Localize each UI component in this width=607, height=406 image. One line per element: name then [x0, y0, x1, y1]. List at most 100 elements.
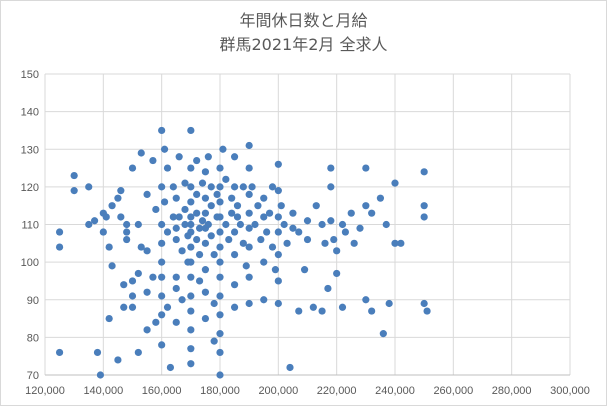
- data-point: [420, 168, 428, 176]
- data-point: [207, 202, 215, 210]
- data-point: [216, 292, 224, 300]
- data-point: [268, 243, 277, 251]
- data-point: [193, 209, 201, 217]
- data-point: [330, 235, 338, 244]
- data-point: [300, 266, 309, 274]
- data-point: [158, 273, 166, 281]
- data-point: [222, 175, 230, 183]
- data-point: [178, 247, 186, 255]
- data-point: [333, 269, 341, 278]
- data-point: [245, 190, 253, 198]
- data-point: [333, 247, 341, 255]
- data-point: [175, 153, 183, 161]
- data-point: [158, 126, 166, 135]
- data-point: [216, 330, 224, 338]
- data-point: [117, 213, 125, 221]
- data-point: [123, 228, 131, 236]
- data-point: [137, 149, 145, 157]
- data-point: [327, 217, 335, 225]
- data-point: [198, 179, 207, 187]
- data-point: [318, 307, 326, 315]
- data-point: [274, 251, 282, 259]
- data-point: [160, 198, 169, 206]
- data-point: [222, 220, 230, 229]
- data-point: [213, 190, 221, 198]
- data-point: [201, 239, 210, 247]
- data-point: [324, 284, 332, 293]
- data-point: [379, 330, 387, 338]
- data-point: [245, 243, 253, 251]
- data-point: [181, 205, 189, 214]
- data-point: [149, 273, 157, 281]
- data-point: [338, 220, 347, 229]
- data-point: [286, 363, 294, 372]
- data-point: [225, 235, 233, 244]
- data-point: [85, 183, 93, 191]
- data-point: [172, 194, 180, 202]
- data-point: [385, 299, 393, 308]
- data-point: [201, 209, 210, 217]
- data-point: [295, 228, 303, 236]
- data-point: [321, 239, 329, 247]
- data-point: [166, 363, 175, 372]
- data-point: [245, 224, 253, 232]
- data-point: [207, 232, 215, 240]
- x-tick-label: 140,000: [83, 385, 123, 397]
- data-point: [201, 194, 210, 202]
- data-point: [265, 209, 274, 217]
- data-point: [163, 228, 172, 236]
- data-point: [277, 202, 285, 210]
- data-point: [158, 220, 166, 229]
- data-point: [149, 156, 157, 165]
- data-point: [187, 183, 195, 191]
- data-point: [216, 198, 224, 206]
- data-point: [207, 183, 215, 191]
- data-point: [274, 299, 282, 308]
- x-tick-label: 300,000: [550, 385, 590, 397]
- data-point: [382, 220, 390, 229]
- data-point: [152, 318, 160, 326]
- data-point: [274, 187, 282, 195]
- data-point: [216, 311, 224, 319]
- data-point: [274, 160, 282, 168]
- data-point: [93, 348, 102, 357]
- gridlines: [44, 73, 571, 376]
- data-point: [230, 183, 239, 191]
- data-point: [187, 360, 195, 368]
- y-tick-label: 140: [21, 107, 39, 119]
- data-point: [201, 266, 210, 274]
- data-point: [289, 224, 297, 232]
- data-point: [245, 141, 253, 150]
- data-point: [260, 296, 268, 304]
- data-point: [239, 183, 247, 191]
- x-tick-label: 200,000: [258, 385, 298, 397]
- data-point: [172, 318, 180, 326]
- data-point: [362, 202, 370, 210]
- data-point: [245, 273, 253, 281]
- data-point: [230, 303, 239, 311]
- data-point: [96, 371, 105, 379]
- data-point: [216, 258, 224, 266]
- data-point: [368, 307, 376, 315]
- data-point: [318, 220, 326, 229]
- y-tick-label: 120: [21, 182, 39, 194]
- data-point: [368, 209, 376, 217]
- data-point: [90, 217, 99, 225]
- data-point: [70, 187, 78, 195]
- data-point: [420, 202, 428, 210]
- data-point: [172, 235, 180, 244]
- data-point: [70, 171, 78, 180]
- data-point: [216, 228, 224, 236]
- data-point: [105, 314, 113, 323]
- data-point: [123, 235, 131, 244]
- data-point: [260, 213, 268, 221]
- data-point: [134, 269, 142, 278]
- data-point: [216, 164, 224, 172]
- chart-subtitle: 群馬2021年2月 全求人: [219, 35, 388, 54]
- data-point: [143, 326, 151, 334]
- data-point: [201, 168, 210, 176]
- x-tick-label: 260,000: [433, 385, 473, 397]
- data-point: [274, 277, 282, 285]
